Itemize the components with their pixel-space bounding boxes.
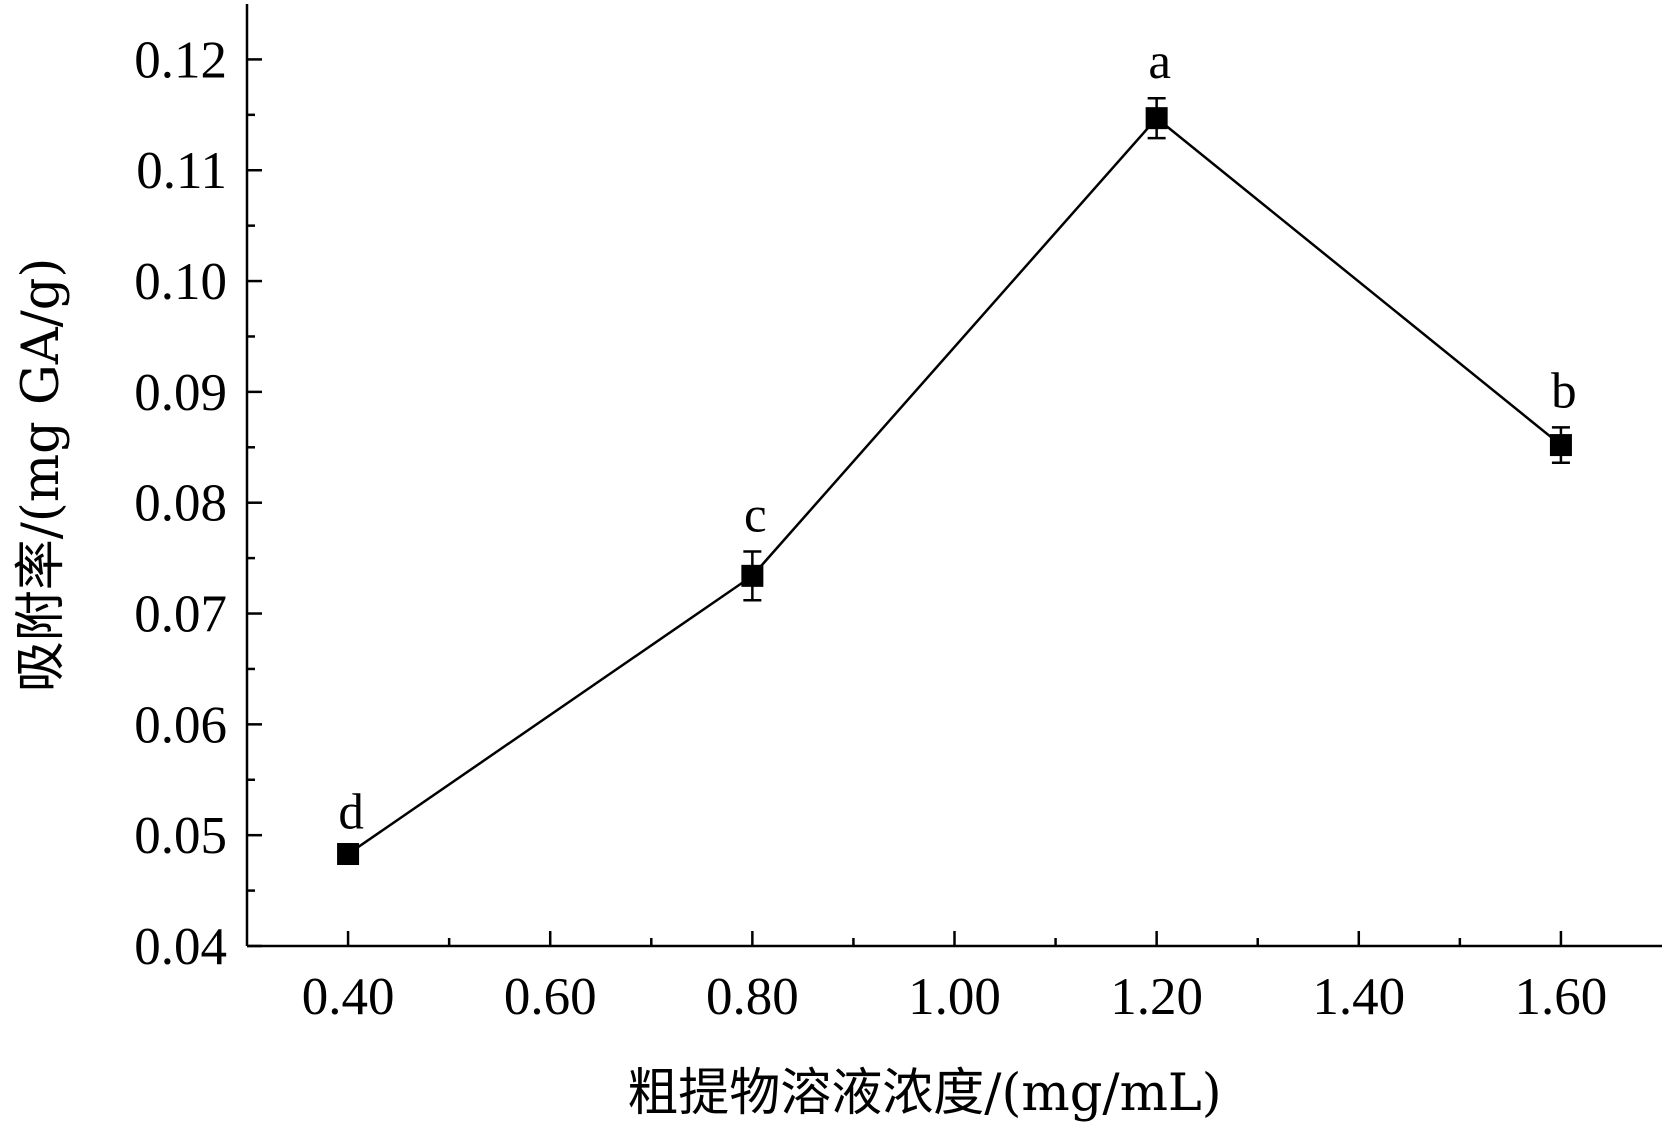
x-tick-label: 1.40 — [1312, 968, 1405, 1026]
y-axis-title: 吸附率/(mg GA/g) — [12, 258, 71, 693]
y-tick-label: 0.11 — [136, 142, 227, 200]
significance-label: a — [1148, 34, 1171, 90]
x-tick-label: 1.00 — [908, 968, 1001, 1026]
y-tick-label: 0.08 — [134, 475, 227, 533]
y-tick-label: 0.09 — [134, 364, 227, 422]
y-tick-label: 0.04 — [134, 918, 227, 976]
y-tick-label: 0.07 — [134, 586, 227, 644]
y-tick-label: 0.10 — [134, 253, 227, 311]
data-point — [1145, 107, 1168, 130]
x-tick-label: 1.20 — [1110, 968, 1203, 1026]
significance-label: c — [744, 487, 767, 543]
x-tick-label: 0.80 — [706, 968, 799, 1026]
significance-label: d — [338, 784, 364, 840]
x-tick-label: 0.40 — [302, 968, 395, 1026]
x-tick-label: 0.60 — [504, 968, 597, 1026]
data-point — [741, 564, 764, 587]
x-tick-label: 1.60 — [1515, 968, 1608, 1026]
series-line — [347, 116, 1562, 856]
y-tick-label: 0.05 — [134, 807, 227, 865]
y-tick-label: 0.12 — [134, 31, 227, 89]
data-point — [1549, 434, 1572, 457]
axes — [245, 4, 1662, 948]
x-axis-title: 粗提物溶液浓度/(mg/mL) — [627, 1064, 1221, 1123]
y-ticks: 0.04 0.05 0.06 0.07 0.08 0.09 0.10 0.11 0.12 — [134, 31, 262, 976]
y-tick-label: 0.06 — [134, 696, 227, 754]
significance-label: b — [1551, 363, 1577, 419]
series: d c a b — [337, 34, 1577, 866]
data-point — [337, 843, 360, 866]
x-ticks: 0.40 0.60 0.80 1.00 1.20 1.40 1.60 — [302, 931, 1608, 1026]
